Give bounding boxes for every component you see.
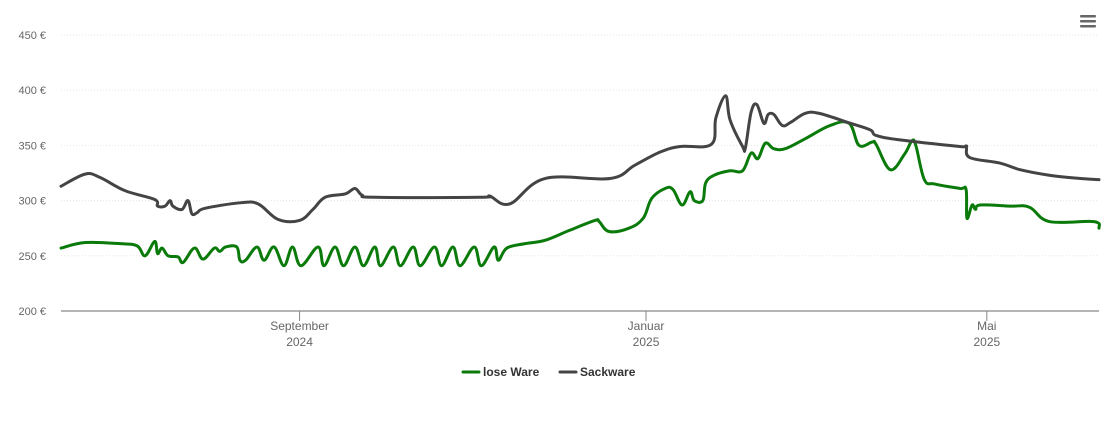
x-tick-sublabel: 2024	[286, 335, 313, 349]
y-tick-label: 400 €	[18, 85, 46, 97]
y-tick-label: 200 €	[18, 306, 46, 318]
series-line-sackware	[59, 94, 1101, 224]
legend-item-sackware[interactable]: Sackware	[558, 365, 636, 379]
x-tick-sublabel: 2025	[973, 335, 1000, 349]
hamburger-menu-icon[interactable]	[1079, 14, 1097, 30]
y-tick-label: 350 €	[18, 140, 46, 152]
x-tick-label: Mai	[977, 319, 996, 333]
y-tick-label: 300 €	[18, 196, 46, 208]
x-tick-sublabel: 2025	[633, 335, 660, 349]
y-tick-label: 250 €	[18, 251, 46, 263]
legend-label: Sackware	[580, 365, 636, 379]
legend-label: lose Ware	[483, 365, 540, 379]
legend-item-lose-ware[interactable]: lose Ware	[461, 365, 540, 379]
x-tick-label: September	[270, 319, 329, 333]
x-tick-label: Januar	[628, 319, 665, 333]
series-line-lose-ware	[59, 120, 1101, 268]
y-tick-label: 450 €	[18, 30, 46, 42]
